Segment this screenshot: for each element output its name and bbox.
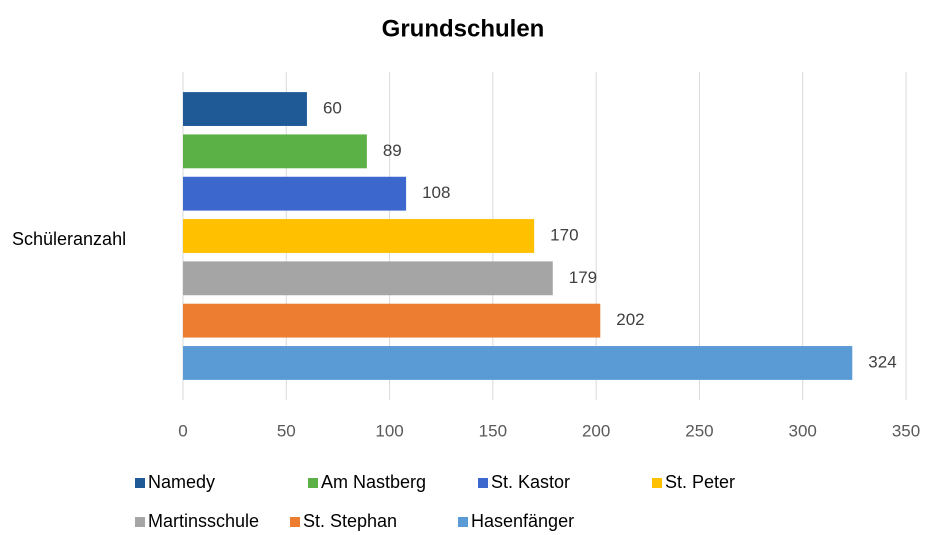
- legend-label: Am Nastberg: [321, 472, 426, 492]
- legend-swatch: [458, 517, 468, 527]
- x-tick-label: 0: [178, 421, 187, 440]
- value-label: 60: [323, 99, 342, 118]
- bar: [183, 92, 307, 126]
- category-label: Schüleranzahl: [12, 229, 126, 249]
- x-tick-label: 50: [277, 421, 296, 440]
- legend-swatch: [478, 478, 488, 488]
- value-label: 202: [616, 310, 644, 329]
- x-tick-label: 200: [582, 421, 610, 440]
- bar: [183, 303, 601, 338]
- legend-label: Namedy: [148, 472, 215, 492]
- legend-swatch: [652, 478, 662, 488]
- x-tick-label: 150: [479, 421, 507, 440]
- x-tick-label: 100: [375, 421, 403, 440]
- value-label: 324: [868, 352, 896, 371]
- bar: [183, 134, 367, 169]
- x-tick-label: 350: [892, 421, 920, 440]
- bar: [183, 346, 853, 380]
- legend-swatch: [308, 478, 318, 488]
- legend-label: St. Stephan: [303, 511, 397, 531]
- chart-title: Grundschulen: [382, 15, 545, 42]
- legend-label: St. Peter: [665, 472, 735, 492]
- legend-label: Martinsschule: [148, 511, 259, 531]
- bar: [183, 176, 407, 211]
- bar: [183, 261, 553, 296]
- value-label: 170: [550, 225, 578, 244]
- legend-label: St. Kastor: [491, 472, 570, 492]
- value-label: 108: [422, 183, 450, 202]
- legend-swatch: [135, 478, 145, 488]
- value-label: 179: [569, 268, 597, 287]
- bar: [183, 219, 535, 253]
- x-tick-label: 300: [789, 421, 817, 440]
- legend-swatch: [290, 517, 300, 527]
- x-tick-label: 250: [685, 421, 713, 440]
- value-label: 89: [383, 141, 402, 160]
- legend-swatch: [135, 517, 145, 527]
- legend-label: Hasenfänger: [471, 511, 574, 531]
